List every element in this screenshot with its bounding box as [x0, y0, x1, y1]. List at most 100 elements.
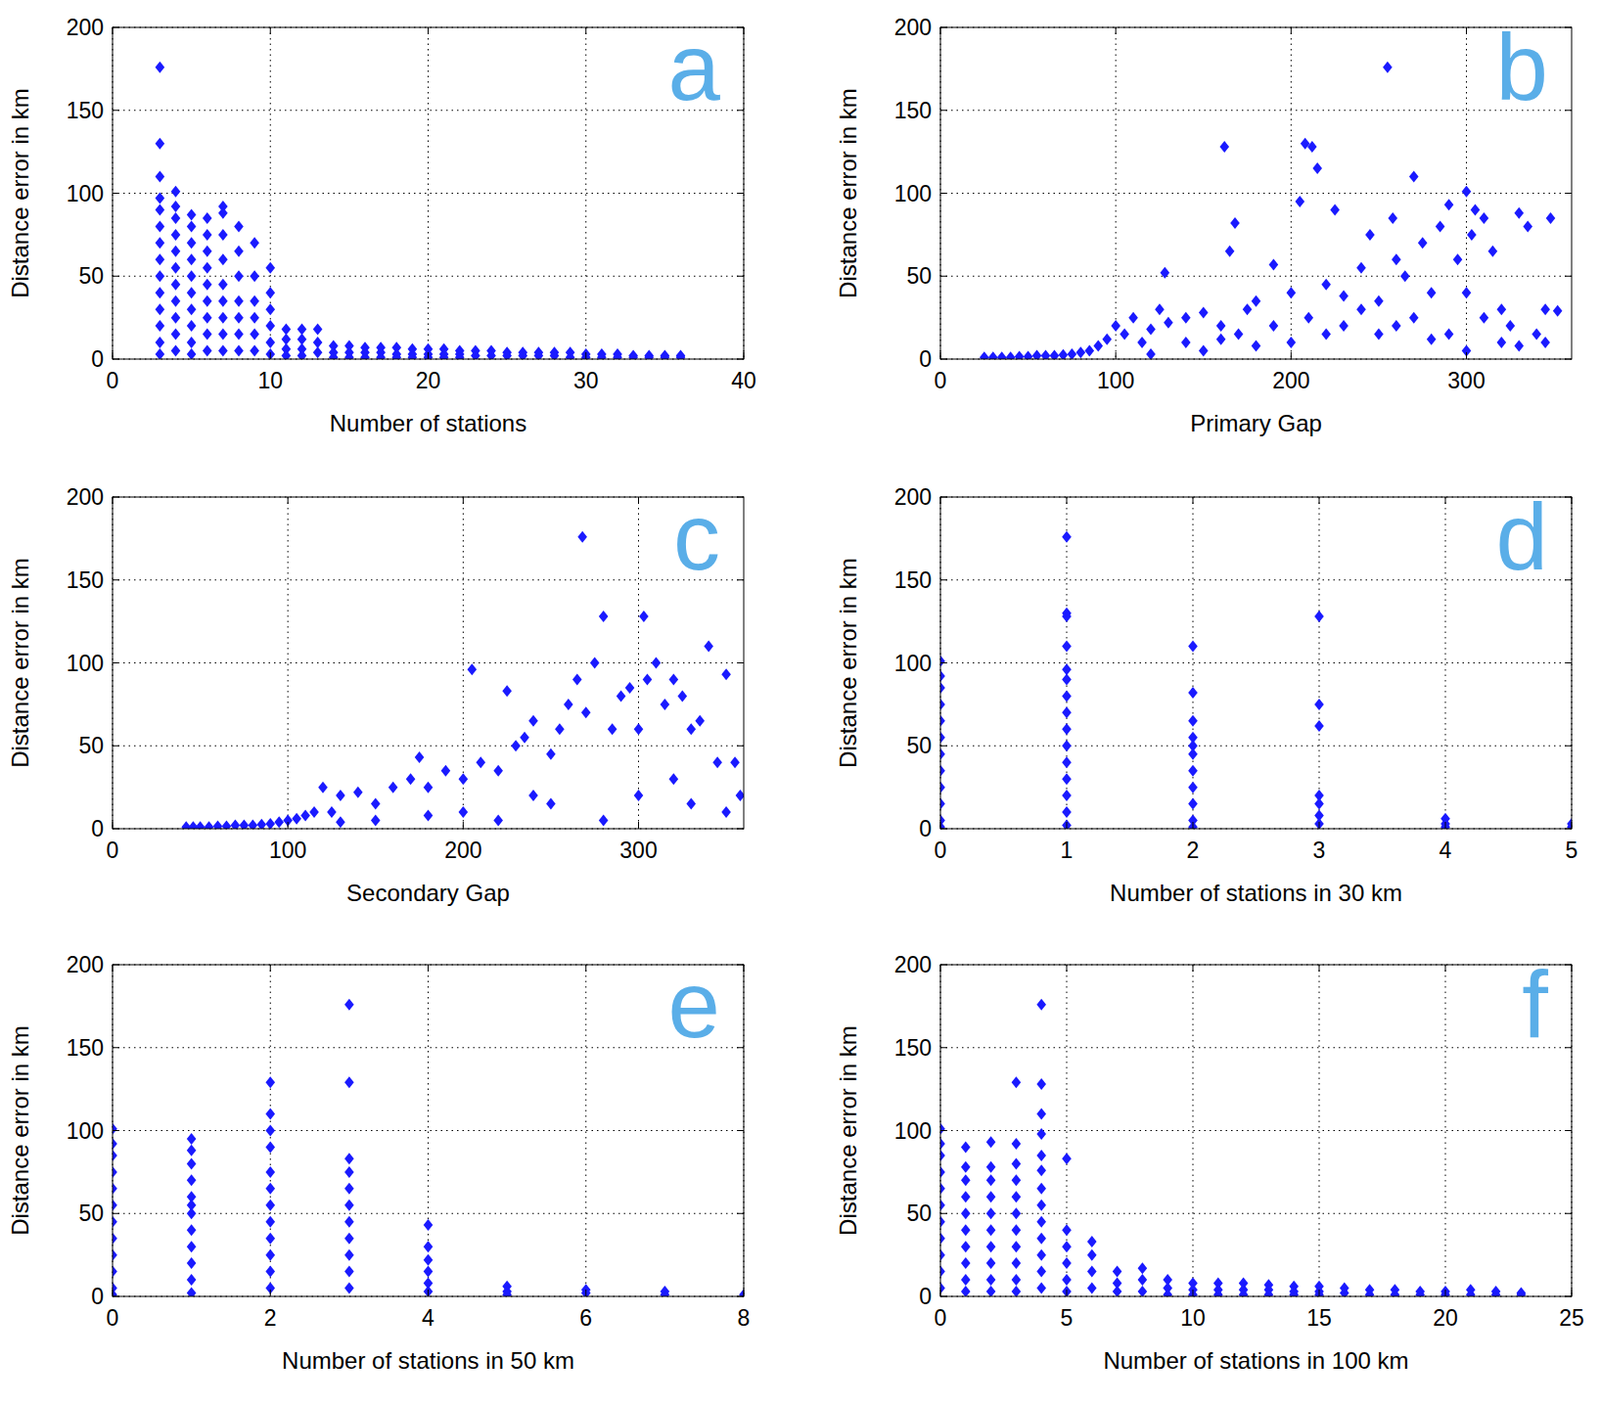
point: [281, 350, 292, 360]
tick-x: [1445, 964, 1447, 972]
point: [1011, 1190, 1022, 1203]
point: [549, 350, 560, 360]
point: [1061, 531, 1072, 544]
tick-x: [1571, 1289, 1573, 1297]
point: [202, 328, 213, 341]
tick-y: [940, 192, 948, 194]
tick-label-x: 15: [1306, 1305, 1332, 1331]
point: [1061, 1257, 1072, 1270]
point: [1329, 203, 1340, 216]
tick-label-x: 20: [1432, 1305, 1459, 1331]
point: [1553, 305, 1563, 318]
point: [1154, 303, 1165, 316]
tick-y: [940, 359, 948, 361]
point: [1251, 339, 1262, 352]
grid-line-x: [1445, 964, 1447, 1297]
tick-y: [112, 1296, 120, 1298]
point: [616, 689, 627, 702]
point: [218, 228, 229, 241]
point: [423, 351, 434, 360]
tick-x: [112, 27, 114, 35]
point: [1188, 765, 1198, 778]
point: [265, 818, 275, 829]
point: [233, 245, 244, 258]
tick-x: [743, 352, 745, 360]
tick-label-y: 150: [894, 567, 932, 594]
tick-y: [112, 662, 120, 664]
point: [218, 345, 229, 358]
point: [1061, 610, 1072, 623]
tick-y: [1564, 1213, 1572, 1215]
point: [265, 1166, 275, 1179]
point: [940, 670, 946, 683]
point: [581, 1287, 592, 1297]
tick-x: [743, 27, 745, 35]
point: [1488, 245, 1499, 258]
frame: [112, 497, 744, 829]
tick-x: [1319, 1289, 1321, 1297]
point: [940, 715, 946, 728]
point: [940, 682, 946, 694]
point: [1409, 312, 1419, 324]
grid-line-y: [940, 1047, 1572, 1049]
point: [1513, 207, 1524, 220]
point: [406, 773, 416, 785]
tick-x: [1465, 352, 1467, 360]
tick-y: [112, 275, 120, 277]
point: [265, 303, 275, 316]
plot-area: [940, 27, 1572, 360]
point: [685, 723, 696, 735]
point: [1321, 278, 1331, 291]
tick-label-x: 25: [1558, 1305, 1585, 1331]
point: [1303, 312, 1314, 324]
tick-y: [736, 109, 744, 111]
tick-y: [736, 662, 744, 664]
point: [510, 739, 521, 752]
point: [1470, 203, 1481, 216]
point: [1321, 328, 1331, 341]
point: [1382, 61, 1393, 74]
point: [171, 212, 182, 225]
tick-label-y: 50: [78, 732, 104, 759]
point: [414, 751, 425, 764]
panel-label: d: [1496, 484, 1549, 590]
point: [265, 1216, 275, 1229]
point: [634, 789, 644, 802]
x-axis-label: Number of stations in 30 km: [1109, 879, 1403, 907]
tick-y: [940, 662, 948, 664]
tick-x: [1445, 1289, 1447, 1297]
point: [493, 815, 503, 827]
point: [230, 820, 241, 829]
tick-label-x: 2: [1187, 837, 1200, 864]
tick-x: [462, 822, 464, 829]
point: [1465, 1288, 1476, 1297]
point: [694, 715, 705, 728]
point: [1540, 336, 1551, 349]
frame: [112, 964, 744, 1297]
panel: 0100200300050100150200Secondary GapDista…: [6, 484, 745, 907]
point: [186, 1224, 197, 1236]
tick-y: [940, 1213, 948, 1215]
tick-y: [1564, 828, 1572, 830]
point: [233, 295, 244, 308]
tick-label-y: 150: [66, 97, 104, 124]
point: [202, 228, 213, 241]
point: [249, 270, 260, 282]
point: [1516, 1288, 1527, 1297]
panel-label: e: [668, 952, 721, 1057]
tick-y: [112, 1213, 120, 1215]
point: [1145, 348, 1156, 360]
point: [1011, 1138, 1022, 1150]
point: [186, 1144, 197, 1157]
point: [676, 351, 686, 360]
tick-label-y: 50: [78, 1200, 104, 1227]
tick-x: [270, 352, 272, 360]
point: [248, 820, 259, 829]
tick-label-x: 30: [573, 367, 599, 394]
point: [171, 200, 182, 213]
point: [1338, 290, 1349, 303]
point: [186, 1133, 197, 1145]
point: [1391, 320, 1402, 332]
point: [186, 209, 197, 222]
point: [155, 192, 166, 205]
